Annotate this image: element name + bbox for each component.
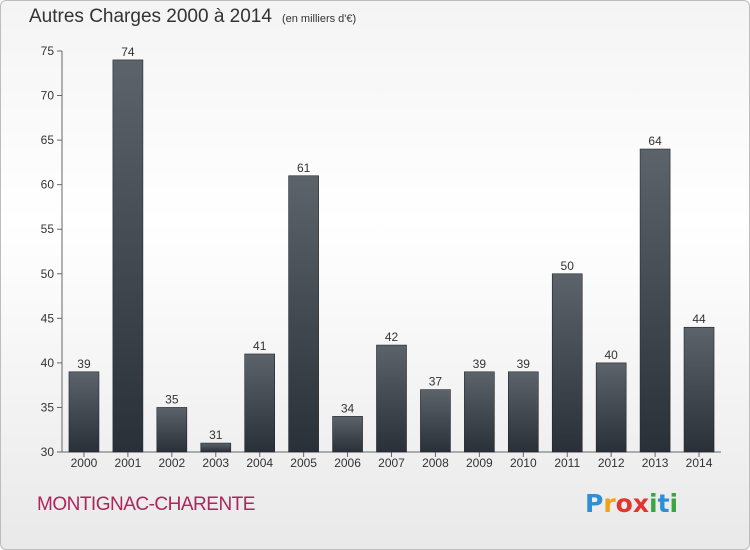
y-tick-label: 70 xyxy=(41,89,55,103)
bar xyxy=(288,175,319,453)
bar xyxy=(244,353,275,453)
x-tick-label: 2013 xyxy=(642,456,669,470)
y-tick-label: 35 xyxy=(41,400,55,414)
logo-letter: i xyxy=(669,489,679,518)
y-tick-label: 30 xyxy=(41,445,55,459)
bar xyxy=(332,416,363,453)
data-label: 35 xyxy=(165,392,179,406)
x-tick-label: 2010 xyxy=(510,456,537,470)
data-label: 42 xyxy=(385,330,399,344)
bar xyxy=(683,326,715,453)
bar xyxy=(156,407,188,453)
y-tick-label: 55 xyxy=(41,222,55,236)
bar xyxy=(464,371,495,453)
x-tick-label: 2004 xyxy=(246,456,273,470)
logo-letter: o xyxy=(615,489,633,518)
x-tick-label: 2000 xyxy=(71,456,98,470)
data-label: 40 xyxy=(604,348,618,362)
x-tick-label: 2012 xyxy=(598,456,625,470)
data-label: 37 xyxy=(429,375,443,389)
city-name: MONTIGNAC-CHARENTE xyxy=(37,494,255,515)
x-tick-label: 2003 xyxy=(202,456,229,470)
logo-letter: P xyxy=(585,489,604,518)
bar xyxy=(507,371,539,453)
bar xyxy=(551,273,583,453)
y-tick-label: 60 xyxy=(41,178,55,192)
data-label: 31 xyxy=(209,428,223,442)
y-tick-label: 45 xyxy=(41,311,55,325)
bar xyxy=(595,362,627,453)
data-labels: 39 74 35 31 41 61 34 42 37 39 39 50 40 64 44 xyxy=(77,45,706,442)
x-tick-label: 2001 xyxy=(115,456,142,470)
bar xyxy=(420,389,451,453)
x-tick-label: 2011 xyxy=(554,456,580,470)
chart-title-group: Autres Charges 2000 à 2014 (en milliers d… xyxy=(29,6,356,28)
logo-letter: t xyxy=(657,489,670,518)
chart-subtitle: (en milliers d'€) xyxy=(281,13,357,25)
x-tick-label: 2009 xyxy=(466,456,493,470)
bar xyxy=(200,442,232,453)
y-tick-label: 65 xyxy=(41,133,55,147)
bar xyxy=(112,59,144,453)
data-label: 61 xyxy=(297,161,311,175)
x-tick-label: 2008 xyxy=(422,456,449,470)
data-label: 44 xyxy=(692,312,706,326)
x-tick-label: 2006 xyxy=(334,456,361,470)
proxiti-logo: Proxiti xyxy=(585,489,678,518)
y-tick-label: 40 xyxy=(41,356,55,370)
bars xyxy=(68,59,715,453)
data-label: 41 xyxy=(253,339,267,353)
y-tick-label: 75 xyxy=(41,44,55,58)
data-label: 39 xyxy=(517,357,531,371)
data-label: 39 xyxy=(77,357,91,371)
data-label: 64 xyxy=(648,134,662,148)
x-tick-label: 2007 xyxy=(378,456,405,470)
logo-letter: x xyxy=(632,489,649,518)
logo-letter: r xyxy=(603,489,616,518)
x-tick-label: 2002 xyxy=(158,456,185,470)
bar xyxy=(639,148,671,453)
data-label: 74 xyxy=(121,45,135,59)
logo-letter: i xyxy=(649,489,658,518)
bar xyxy=(376,344,407,453)
bar xyxy=(68,371,100,453)
data-label: 39 xyxy=(473,357,487,371)
x-tick-label: 2014 xyxy=(686,456,713,470)
bar-chart: 30 35 40 45 50 55 60 65 70 75 2000 2001 2002 2003 2004… xyxy=(41,44,721,470)
data-label: 34 xyxy=(341,401,355,415)
x-tick-label: 2005 xyxy=(290,456,317,470)
data-label: 50 xyxy=(561,259,575,273)
chart-title: Autres Charges 2000 à 2014 xyxy=(29,6,272,27)
y-tick-label: 50 xyxy=(41,267,55,281)
